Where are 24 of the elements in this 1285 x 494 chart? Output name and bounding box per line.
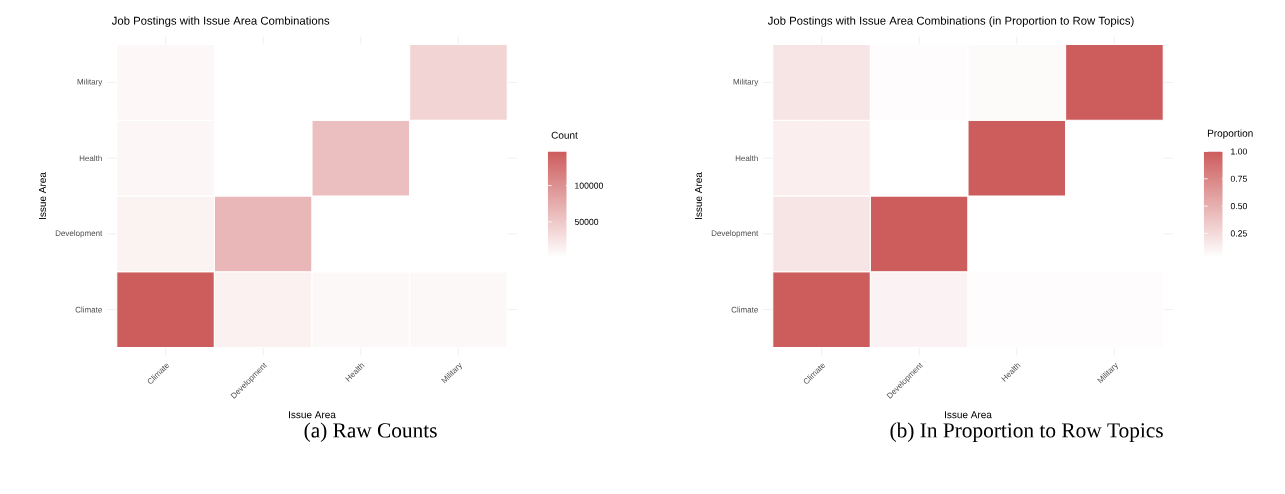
x-axis-title: Issue Area xyxy=(289,411,336,419)
color-bar-label: 1.00 xyxy=(1231,148,1247,155)
color-bar-label: 100000 xyxy=(575,182,604,189)
chart-title: Job Postings with Issue Area Combinations xyxy=(111,16,330,27)
y-tick-label: Health xyxy=(735,155,758,162)
color-bar-title: Proportion xyxy=(1207,129,1253,139)
color-bar-label: 50000 xyxy=(574,218,599,225)
y-tick-label: Development xyxy=(55,230,103,238)
color-bar-label: 0.25 xyxy=(1230,230,1247,237)
color-bar-label: 0.50 xyxy=(1230,203,1247,210)
color-bar-title: Count xyxy=(551,131,578,139)
y-tick-label: Development xyxy=(711,230,759,238)
y-tick-label: Military xyxy=(77,78,103,87)
x-axis-title: Issue Area xyxy=(945,411,992,419)
y-axis-title: Issue Area xyxy=(39,172,47,219)
y-tick-label: Climate xyxy=(731,306,758,313)
color-bar-label: 0.75 xyxy=(1230,175,1247,182)
text: (b) In Proportion to Row Topics xyxy=(890,422,1163,442)
chart-title: Job Postings with Issue Area Combinations (in Proportion to Row Topics) xyxy=(767,16,1134,27)
y-tick-label: Military xyxy=(733,78,759,87)
y-tick-label: Climate xyxy=(75,306,102,313)
y-axis-title: Issue Area xyxy=(695,172,703,219)
text: (a) Raw Counts xyxy=(304,422,437,442)
y-tick-label: Health xyxy=(79,155,102,162)
